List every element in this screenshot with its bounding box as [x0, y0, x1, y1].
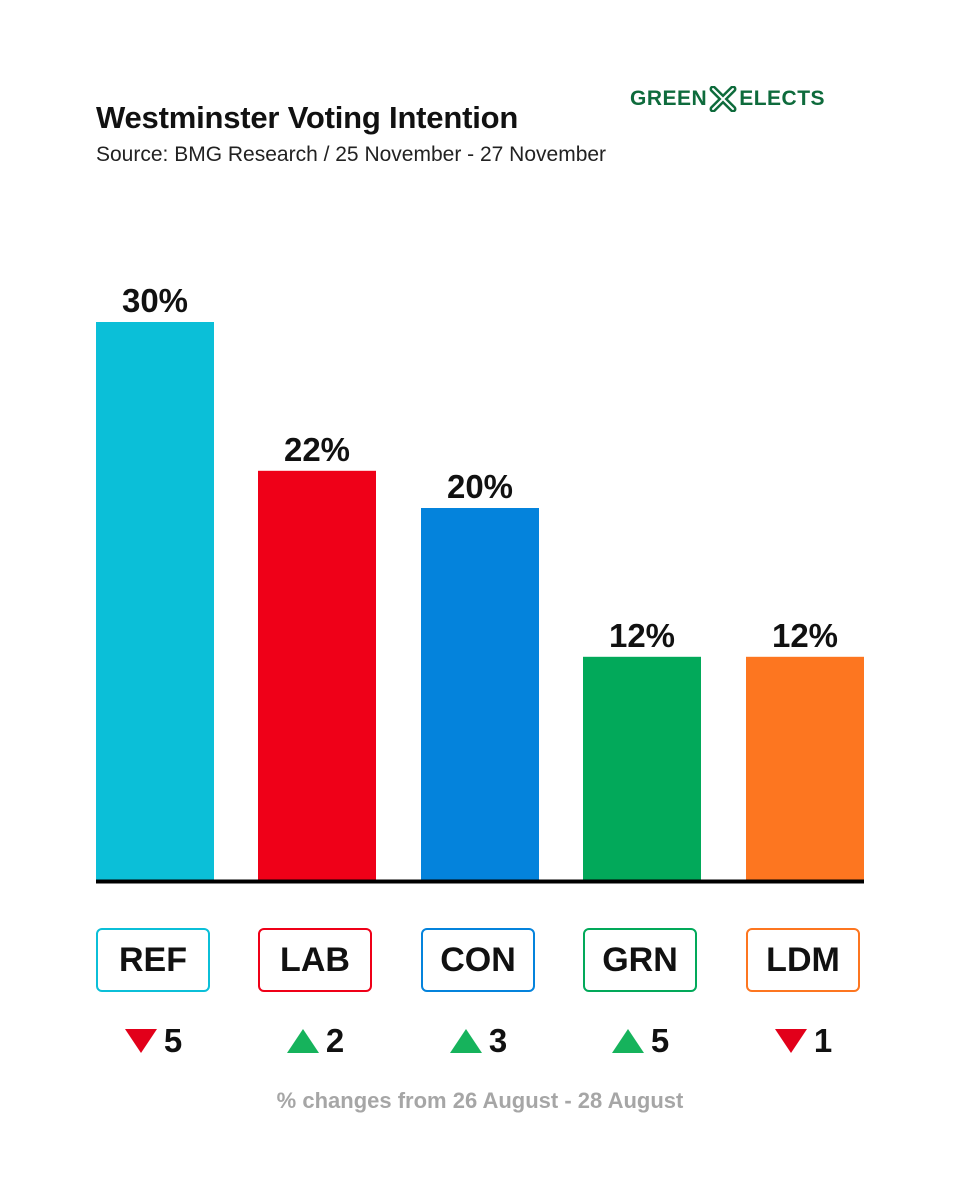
ballot-cross-icon	[709, 86, 737, 112]
triangle-up-icon	[286, 1029, 319, 1053]
bar-con	[421, 508, 539, 880]
bar-ldm	[746, 656, 864, 880]
change-lab: 2	[258, 1018, 372, 1064]
triangle-up-icon	[449, 1029, 482, 1053]
triangle-up-icon	[611, 1029, 644, 1053]
logo-text-green: GREEN	[630, 87, 708, 110]
change-con: 3	[421, 1018, 535, 1064]
change-ldm: 1	[746, 1018, 860, 1064]
chart-title: Westminster Voting Intention	[96, 100, 519, 135]
footnote: % changes from 26 August - 28 August	[276, 1088, 684, 1113]
value-label-ref: 30%	[122, 282, 188, 319]
triangle-down-icon	[124, 1029, 157, 1053]
bar-lab	[258, 470, 376, 880]
logo-text-elects: ELECTS	[739, 87, 826, 110]
value-label-con: 20%	[447, 468, 513, 505]
party-label-ref: REF	[96, 928, 210, 992]
value-label-ldm: 12%	[772, 617, 838, 654]
bar-chart: 30% 22% 20% 12% 12%	[96, 282, 864, 884]
change-value-grn: 5	[650, 1022, 670, 1059]
bar-grn	[583, 656, 701, 880]
change-value-ref: 5	[163, 1022, 183, 1059]
change-value-lab: 2	[325, 1022, 345, 1059]
party-label-ldm: LDM	[746, 928, 860, 992]
value-label-grn: 12%	[609, 617, 675, 654]
party-label-grn: GRN	[583, 928, 697, 992]
change-value-ldm: 1	[813, 1022, 833, 1059]
party-label-con: CON	[421, 928, 535, 992]
value-label-lab: 22%	[284, 431, 350, 468]
change-ref: 5	[96, 1018, 210, 1064]
change-value-con: 3	[488, 1022, 508, 1059]
change-grn: 5	[583, 1018, 697, 1064]
green-elects-logo: GREEN ELECTS	[630, 84, 825, 114]
chart-subtitle: Source: BMG Research / 25 November - 27 …	[96, 143, 607, 166]
party-label-lab: LAB	[258, 928, 372, 992]
bar-ref	[96, 322, 214, 880]
triangle-down-icon	[774, 1029, 807, 1053]
